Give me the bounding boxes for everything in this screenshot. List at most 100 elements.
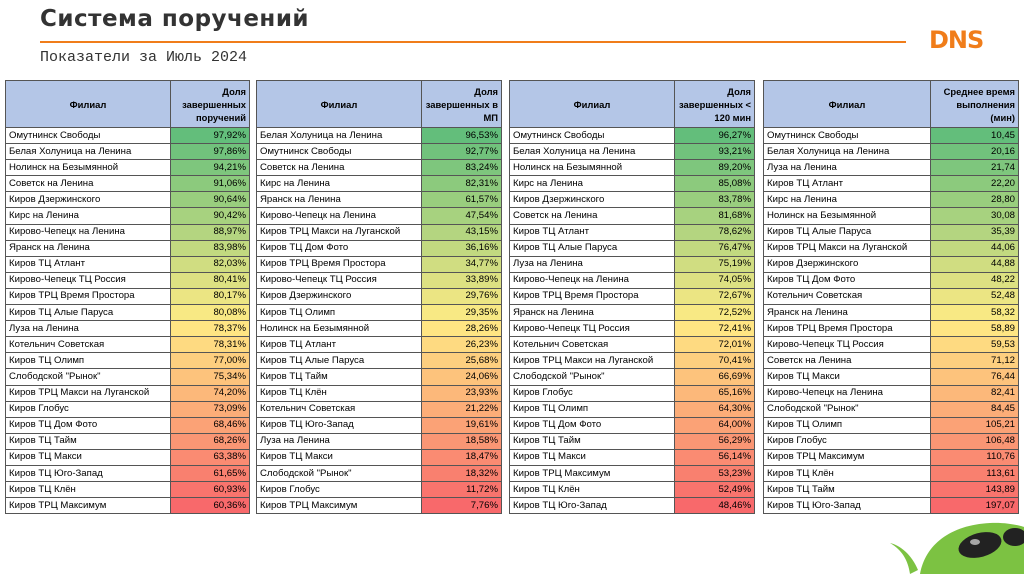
table-row: Киров Глобус 73,09% — [5, 400, 250, 418]
table-row: Киров Дзержинского 90,64% — [5, 191, 250, 209]
value-cell: 56,29% — [674, 432, 755, 450]
value-cell: 19,61% — [421, 416, 502, 434]
branch-cell: Омутнинск Свободы — [5, 126, 171, 145]
table-row: Омутнинск Свободы 92,77% — [256, 143, 502, 161]
value-cell: 110,76 — [930, 448, 1019, 466]
value-cell: 43,15% — [421, 223, 502, 241]
branch-cell: Киров Глобус — [763, 432, 931, 450]
value-cell: 10,45 — [930, 126, 1019, 145]
value-cell: 68,26% — [170, 432, 250, 450]
column-header: Филиал — [509, 80, 675, 128]
branch-cell: Белая Холуница на Ленина — [763, 143, 931, 161]
value-cell: 72,01% — [674, 336, 755, 354]
branch-cell: Киров ТЦ Дом Фото — [256, 239, 422, 257]
table-row: Луза на Ленина 75,19% — [509, 255, 755, 273]
value-cell: 92,77% — [421, 143, 502, 161]
branch-cell: Киров ТРЦ Максимум — [763, 448, 931, 466]
branch-cell: Слободской "Рынок" — [256, 464, 422, 483]
branch-cell: Киров ТЦ Юго-Запад — [256, 416, 422, 434]
value-cell: 25,68% — [421, 352, 502, 370]
value-cell: 75,34% — [170, 368, 250, 386]
value-cell: 29,35% — [421, 304, 502, 322]
branch-cell: Киров ТРЦ Время Простора — [509, 287, 675, 306]
branch-cell: Киров ТРЦ Время Простора — [763, 320, 931, 338]
value-cell: 18,32% — [421, 464, 502, 483]
value-cell: 78,62% — [674, 223, 755, 241]
table-row: Киров ТЦ Алые Паруса 35,39 — [763, 223, 1019, 241]
branch-cell: Киров ТЦ Атлант — [509, 223, 675, 241]
value-cell: 58,32 — [930, 304, 1019, 322]
branch-cell: Кирово-Чепецк ТЦ Россия — [763, 336, 931, 354]
value-cell: 88,97% — [170, 223, 250, 241]
value-cell: 64,00% — [674, 416, 755, 434]
header-row: Филиал Доля завершенных в МП — [256, 80, 502, 128]
value-cell: 20,16 — [930, 143, 1019, 161]
branch-cell: Киров ТЦ Алые Паруса — [256, 352, 422, 370]
value-cell: 91,06% — [170, 175, 250, 193]
table-row: Омутнинск Свободы 10,45 — [763, 126, 1019, 145]
table-row: Киров ТРЦ Время Простора 72,67% — [509, 287, 755, 306]
branch-cell: Киров ТЦ Олимп — [509, 400, 675, 418]
table-row: Киров ТЦ Дом Фото 36,16% — [256, 239, 502, 257]
value-cell: 59,53 — [930, 336, 1019, 354]
table-row: Киров ТЦ Атлант 22,20 — [763, 175, 1019, 193]
value-cell: 72,67% — [674, 287, 755, 306]
value-cell: 44,88 — [930, 255, 1019, 273]
branch-cell: Киров Дзержинского — [763, 255, 931, 273]
table-row: Слободской "Рынок" 18,32% — [256, 464, 502, 483]
value-cell: 72,52% — [674, 304, 755, 322]
branch-cell: Киров ТЦ Атлант — [5, 255, 171, 273]
value-cell: 61,65% — [170, 464, 250, 483]
value-cell: 84,45 — [930, 400, 1019, 418]
table-row: Киров ТЦ Клён 113,61 — [763, 464, 1019, 483]
branch-cell: Кирово-Чепецк на Ленина — [256, 207, 422, 225]
table-row: Киров ТЦ Тайм 24,06% — [256, 368, 502, 386]
branch-cell: Белая Холуница на Ленина — [5, 143, 171, 161]
branch-cell: Кирово-Чепецк на Ленина — [5, 223, 171, 241]
value-cell: 89,20% — [674, 159, 755, 177]
table-row: Луза на Ленина 18,58% — [256, 432, 502, 450]
branch-cell: Киров ТЦ Клён — [256, 384, 422, 402]
value-cell: 21,22% — [421, 400, 502, 418]
value-cell: 77,00% — [170, 352, 250, 370]
table-row: Киров ТЦ Макси 63,38% — [5, 448, 250, 466]
title: Система поручений — [40, 6, 310, 32]
value-cell: 53,23% — [674, 464, 755, 483]
branch-cell: Киров ТЦ Клён — [5, 481, 171, 499]
value-cell: 18,58% — [421, 432, 502, 450]
branch-cell: Луза на Ленина — [509, 255, 675, 273]
branch-cell: Нолинск на Безымянной — [5, 159, 171, 177]
branch-cell: Слободской "Рынок" — [509, 368, 675, 386]
table-row: Котельнич Советская 21,22% — [256, 400, 502, 418]
table-row: Киров Дзержинского 29,76% — [256, 287, 502, 306]
table-row: Кирс на Ленина 82,31% — [256, 175, 502, 193]
column-header: Филиал — [256, 80, 422, 128]
branch-cell: Кирово-Чепецк ТЦ Россия — [509, 320, 675, 338]
table-row: Слободской "Рынок" 75,34% — [5, 368, 250, 386]
table-row: Киров ТЦ Макси 56,14% — [509, 448, 755, 466]
branch-cell: Киров ТРЦ Время Простора — [5, 287, 171, 306]
value-cell: 22,20 — [930, 175, 1019, 193]
value-cell: 56,14% — [674, 448, 755, 466]
table-row: Киров ТРЦ Время Простора 34,77% — [256, 255, 502, 273]
value-cell: 35,39 — [930, 223, 1019, 241]
table-row: Омутнинск Свободы 97,92% — [5, 126, 250, 145]
table-row: Кирово-Чепецк ТЦ Россия 80,41% — [5, 271, 250, 289]
value-cell: 23,93% — [421, 384, 502, 402]
branch-cell: Киров ТЦ Олимп — [5, 352, 171, 370]
value-cell: 61,57% — [421, 191, 502, 209]
branch-cell: Белая Холуница на Ленина — [256, 126, 422, 145]
branch-cell: Киров ТЦ Макси — [509, 448, 675, 466]
branch-cell: Киров ТЦ Тайм — [5, 432, 171, 450]
value-cell: 97,92% — [170, 126, 250, 145]
table-row: Киров ТЦ Дом Фото 64,00% — [509, 416, 755, 434]
branch-cell: Киров ТЦ Юго-Запад — [5, 464, 171, 483]
branch-cell: Киров ТЦ Макси — [5, 448, 171, 466]
table-row: Нолинск на Безымянной 30,08 — [763, 207, 1019, 225]
table-row: Советск на Ленина 81,68% — [509, 207, 755, 225]
table-row: Киров ТРЦ Макси на Луганской 74,20% — [5, 384, 250, 402]
value-cell: 30,08 — [930, 207, 1019, 225]
value-cell: 52,49% — [674, 481, 755, 499]
table-row: Киров ТЦ Клён 60,93% — [5, 481, 250, 499]
